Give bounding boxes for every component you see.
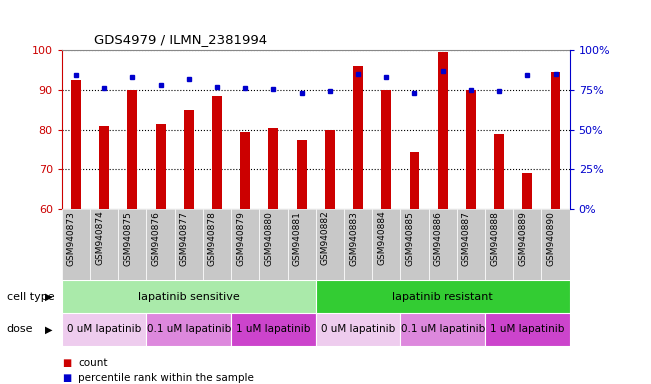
Text: GSM940889: GSM940889 bbox=[518, 211, 527, 266]
Bar bbox=[259, 209, 288, 280]
Bar bbox=[344, 209, 372, 280]
Bar bbox=[184, 110, 194, 209]
Text: GSM940875: GSM940875 bbox=[124, 211, 132, 266]
Bar bbox=[118, 209, 146, 280]
Bar bbox=[551, 72, 561, 209]
Text: lapatinib resistant: lapatinib resistant bbox=[393, 291, 493, 302]
Bar bbox=[353, 66, 363, 209]
Text: GSM940883: GSM940883 bbox=[349, 211, 358, 266]
Bar bbox=[288, 209, 316, 280]
Bar bbox=[316, 280, 570, 313]
Text: 1 uM lapatinib: 1 uM lapatinib bbox=[236, 324, 311, 334]
Bar bbox=[174, 209, 203, 280]
Bar bbox=[62, 313, 146, 346]
Text: GSM940879: GSM940879 bbox=[236, 211, 245, 266]
Bar bbox=[381, 90, 391, 209]
Bar bbox=[231, 209, 259, 280]
Bar bbox=[372, 209, 400, 280]
Text: GSM940887: GSM940887 bbox=[462, 211, 471, 266]
Text: GSM940882: GSM940882 bbox=[321, 211, 330, 265]
Text: 0.1 uM lapatinib: 0.1 uM lapatinib bbox=[400, 324, 485, 334]
Bar bbox=[240, 132, 250, 209]
Bar bbox=[156, 124, 165, 209]
Bar bbox=[428, 209, 457, 280]
Bar bbox=[316, 209, 344, 280]
Text: GSM940873: GSM940873 bbox=[67, 211, 76, 266]
Text: GSM940876: GSM940876 bbox=[152, 211, 161, 266]
Bar bbox=[457, 209, 485, 280]
Bar bbox=[513, 209, 542, 280]
Text: 0 uM lapatinib: 0 uM lapatinib bbox=[321, 324, 395, 334]
Bar bbox=[316, 313, 400, 346]
Text: GSM940884: GSM940884 bbox=[378, 211, 386, 265]
Text: dose: dose bbox=[7, 324, 33, 334]
Bar bbox=[268, 127, 279, 209]
Text: GSM940888: GSM940888 bbox=[490, 211, 499, 266]
Text: 1 uM lapatinib: 1 uM lapatinib bbox=[490, 324, 564, 334]
Text: ■: ■ bbox=[62, 373, 71, 383]
Bar bbox=[71, 80, 81, 209]
Bar bbox=[62, 209, 90, 280]
Bar bbox=[90, 209, 118, 280]
Bar bbox=[231, 313, 316, 346]
Text: count: count bbox=[78, 358, 107, 368]
Text: ■: ■ bbox=[62, 358, 71, 368]
Bar bbox=[522, 174, 533, 209]
Text: GSM940877: GSM940877 bbox=[180, 211, 189, 266]
Text: 0 uM lapatinib: 0 uM lapatinib bbox=[67, 324, 141, 334]
Text: percentile rank within the sample: percentile rank within the sample bbox=[78, 373, 254, 383]
Bar bbox=[494, 134, 504, 209]
Text: GSM940890: GSM940890 bbox=[547, 211, 555, 266]
Text: lapatinib sensitive: lapatinib sensitive bbox=[138, 291, 240, 302]
Bar bbox=[99, 126, 109, 209]
Text: GDS4979 / ILMN_2381994: GDS4979 / ILMN_2381994 bbox=[94, 33, 268, 46]
Text: GSM940886: GSM940886 bbox=[434, 211, 443, 266]
Text: GSM940878: GSM940878 bbox=[208, 211, 217, 266]
Bar bbox=[212, 96, 222, 209]
Bar bbox=[62, 280, 316, 313]
Text: ▶: ▶ bbox=[44, 324, 52, 334]
Text: GSM940874: GSM940874 bbox=[95, 211, 104, 265]
Bar bbox=[466, 90, 476, 209]
Bar bbox=[542, 209, 570, 280]
Text: ▶: ▶ bbox=[44, 291, 52, 302]
Text: 0.1 uM lapatinib: 0.1 uM lapatinib bbox=[146, 324, 231, 334]
Bar bbox=[400, 209, 428, 280]
Bar bbox=[128, 90, 137, 209]
Bar bbox=[400, 313, 485, 346]
Text: GSM940885: GSM940885 bbox=[406, 211, 415, 266]
Bar bbox=[437, 52, 448, 209]
Bar bbox=[409, 152, 419, 209]
Text: GSM940881: GSM940881 bbox=[293, 211, 301, 266]
Bar bbox=[297, 139, 307, 209]
Bar bbox=[203, 209, 231, 280]
Text: GSM940880: GSM940880 bbox=[264, 211, 273, 266]
Bar bbox=[146, 313, 231, 346]
Bar bbox=[485, 313, 570, 346]
Bar bbox=[146, 209, 174, 280]
Bar bbox=[485, 209, 513, 280]
Bar bbox=[325, 130, 335, 209]
Text: cell type: cell type bbox=[7, 291, 54, 302]
